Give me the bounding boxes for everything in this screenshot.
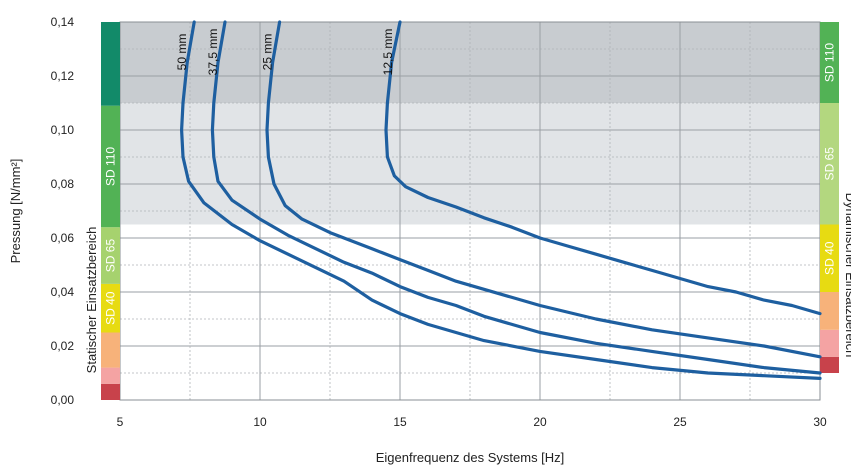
y-axis-title: Pressung [N/mm²] bbox=[8, 159, 23, 264]
series-line-4 bbox=[180, 20, 822, 380]
left-band bbox=[101, 383, 120, 400]
right-band-label: SD 110 bbox=[823, 43, 837, 82]
left-band bbox=[101, 22, 120, 106]
left-band bbox=[101, 227, 120, 284]
left-band bbox=[101, 367, 120, 384]
left-bands: SD 40 SD 65 SD 110 bbox=[101, 22, 120, 400]
series-line-2 bbox=[265, 20, 822, 359]
right-band bbox=[820, 356, 839, 373]
y-tick-label: 0,00 bbox=[51, 393, 75, 407]
left-band-label: SD 40 bbox=[104, 291, 118, 325]
y-tick-label: 0,10 bbox=[51, 123, 75, 137]
series-label-1: 12,5 mm bbox=[381, 29, 395, 76]
right-band bbox=[820, 224, 839, 292]
x-tick-label: 15 bbox=[393, 415, 407, 429]
y-tick-label: 0,02 bbox=[51, 339, 75, 353]
y-tick-label: 0,04 bbox=[51, 285, 75, 299]
left-band bbox=[101, 332, 120, 368]
left-band-label: SD 65 bbox=[104, 239, 118, 273]
x-tick-label: 20 bbox=[533, 415, 547, 429]
x-tick-label: 10 bbox=[253, 415, 267, 429]
series-label-2: 25 mm bbox=[261, 34, 275, 71]
series bbox=[180, 20, 822, 380]
left-axis-title: Statischer Einsatzbereich bbox=[84, 227, 99, 374]
right-band-label: SD 65 bbox=[823, 147, 837, 181]
y-tick-labels: 0,00 0,02 0,04 0,06 0,08 0,10 0,12 0,14 bbox=[51, 15, 75, 407]
right-band bbox=[820, 329, 839, 357]
curve-labels: 12,5 mm 25 mm 37,5 mm 50 mm bbox=[175, 29, 395, 76]
y-tick-label: 0,14 bbox=[51, 15, 75, 29]
left-band bbox=[101, 283, 120, 333]
x-tick-label: 30 bbox=[813, 415, 827, 429]
left-band bbox=[101, 105, 120, 228]
x-tick-label: 25 bbox=[673, 415, 687, 429]
right-bands: SD 40 SD 65 SD 110 bbox=[820, 22, 839, 373]
right-band bbox=[820, 103, 839, 225]
right-band-label: SD 40 bbox=[823, 241, 837, 275]
x-axis-title: Eigenfrequenz des Systems [Hz] bbox=[376, 450, 565, 465]
series-label-4: 50 mm bbox=[175, 34, 189, 71]
right-band bbox=[820, 292, 839, 330]
y-tick-label: 0,12 bbox=[51, 69, 75, 83]
left-band-label: SD 110 bbox=[104, 147, 118, 186]
right-band bbox=[820, 22, 839, 103]
right-axis-title: Dynamischer Einsatzbereich bbox=[843, 193, 851, 358]
series-label-3: 37,5 mm bbox=[206, 29, 220, 76]
x-tick-label: 5 bbox=[117, 415, 124, 429]
y-tick-label: 0,08 bbox=[51, 177, 75, 191]
series-line-3 bbox=[210, 20, 822, 375]
x-tick-labels: 5 10 15 20 25 30 bbox=[117, 415, 827, 429]
series-line-1 bbox=[384, 20, 822, 316]
y-tick-label: 0,06 bbox=[51, 231, 75, 245]
